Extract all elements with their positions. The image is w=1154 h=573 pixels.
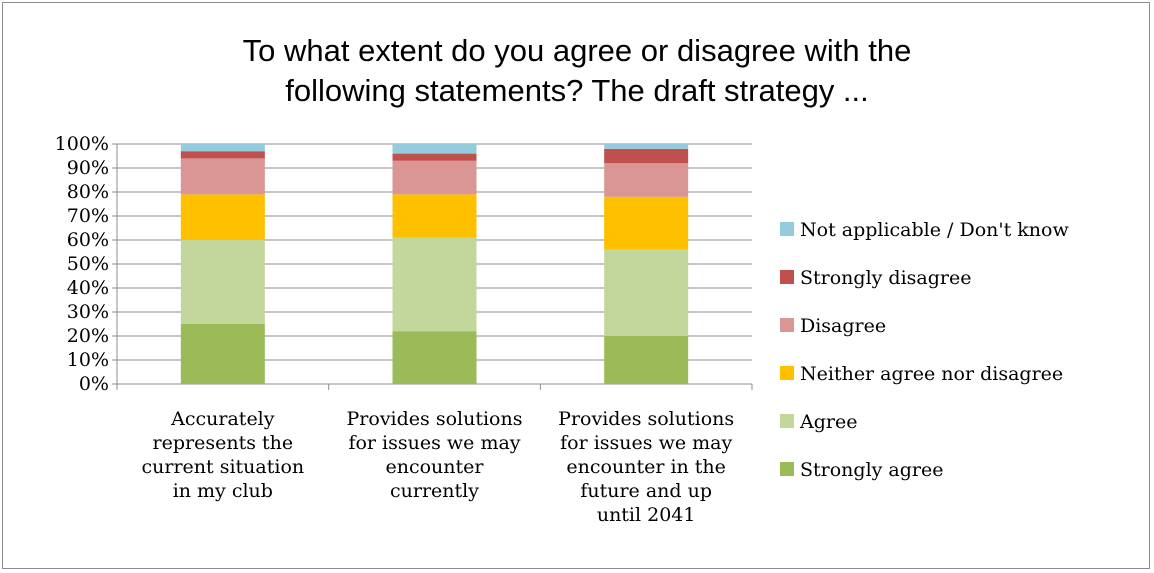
legend-label: Not applicable / Don't know [800, 219, 1069, 241]
legend-label: Neither agree nor disagree [800, 363, 1063, 385]
y-tick-label: 60% [67, 229, 109, 251]
x-category-label: in my club [173, 480, 273, 502]
y-tick-label: 90% [67, 157, 109, 179]
bar-segment [604, 163, 689, 197]
x-category-label: represents the [153, 432, 294, 454]
x-category-label: future and up [580, 480, 712, 502]
y-tick-label: 30% [67, 301, 109, 323]
y-tick-label: 50% [67, 253, 109, 275]
bar-segment [180, 144, 265, 152]
legend-label: Disagree [800, 315, 886, 337]
bar-segment [392, 237, 477, 332]
y-tick-label: 10% [67, 349, 109, 371]
x-category-label: current situation [142, 456, 305, 478]
chart-title-line-2: following statements? The draft strategy… [285, 73, 869, 108]
legend-swatch [780, 366, 794, 380]
bar-segment [180, 151, 265, 159]
legend-swatch [780, 414, 794, 428]
y-tick-label: 100% [55, 133, 109, 155]
x-category-label: encounter [386, 456, 485, 478]
bar-segment [604, 336, 689, 384]
legend-swatch [780, 462, 794, 476]
x-category-label: for issues we may [560, 432, 732, 454]
chart-title-line-1: To what extent do you agree or disagree … [242, 33, 912, 68]
bar-segment [392, 331, 477, 384]
legend-label: Strongly agree [800, 459, 943, 481]
chart-plot: 0%10%20%30%40%50%60%70%80%90%100% Accurat… [55, 133, 1070, 526]
bar-segment [604, 249, 689, 336]
y-tick-label: 40% [67, 277, 109, 299]
legend-label: Agree [799, 411, 857, 433]
legend-swatch [780, 270, 794, 284]
y-tick-label: 20% [67, 325, 109, 347]
x-category-label: currently [390, 480, 479, 502]
x-category-label: Provides solutions [347, 408, 523, 430]
bar-segment [392, 160, 477, 195]
bar-segment [180, 240, 265, 324]
y-tick-label: 70% [67, 205, 109, 227]
bar-segment [604, 148, 689, 164]
x-category-label: for issues we may [348, 432, 520, 454]
legend-swatch [780, 222, 794, 236]
x-category-label: Accurately [170, 408, 275, 430]
bar-segment [604, 144, 689, 149]
legend-label: Strongly disagree [800, 267, 971, 289]
chart-title: To what extent do you agree or disagree … [3, 31, 1151, 111]
y-tick-label: 80% [67, 181, 109, 203]
x-category-label: Provides solutions [558, 408, 734, 430]
x-category-label: until 2041 [597, 504, 696, 526]
y-tick-label: 0% [79, 373, 109, 395]
bar-segment [180, 194, 265, 240]
bar-segment [180, 324, 265, 384]
bar-segment [604, 196, 689, 250]
legend-swatch [780, 318, 794, 332]
bar-segment [180, 158, 265, 195]
bar-segment [392, 153, 477, 161]
bar-segment [392, 194, 477, 238]
bar-segment [392, 144, 477, 154]
x-category-label: encounter in the [566, 456, 726, 478]
